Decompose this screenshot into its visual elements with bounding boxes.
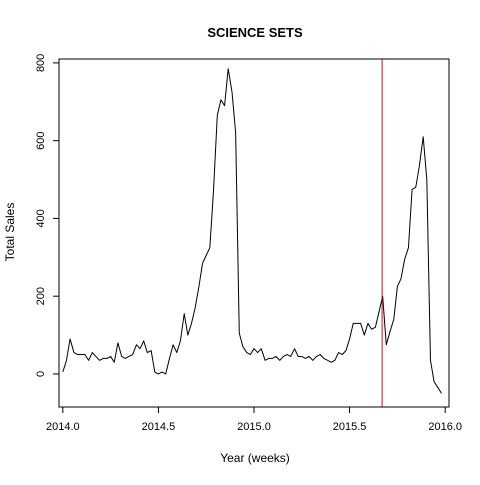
x-axis-label: Year (weeks) <box>220 451 290 465</box>
y-tick-label: 800 <box>35 54 47 72</box>
x-tick-label: 2014.5 <box>142 421 176 433</box>
x-tick-label: 2015.5 <box>333 421 367 433</box>
y-axis-label: Total Sales <box>3 203 17 262</box>
x-tick-label: 2015.0 <box>237 421 271 433</box>
y-tick-label: 0 <box>35 371 47 377</box>
chart-title: SCIENCE SETS <box>207 25 303 40</box>
x-tick-label: 2014.0 <box>46 421 80 433</box>
x-tick-label: 2016.0 <box>428 421 462 433</box>
y-tick-label: 200 <box>35 287 47 305</box>
y-tick-label: 400 <box>35 209 47 227</box>
y-tick-label: 600 <box>35 131 47 149</box>
